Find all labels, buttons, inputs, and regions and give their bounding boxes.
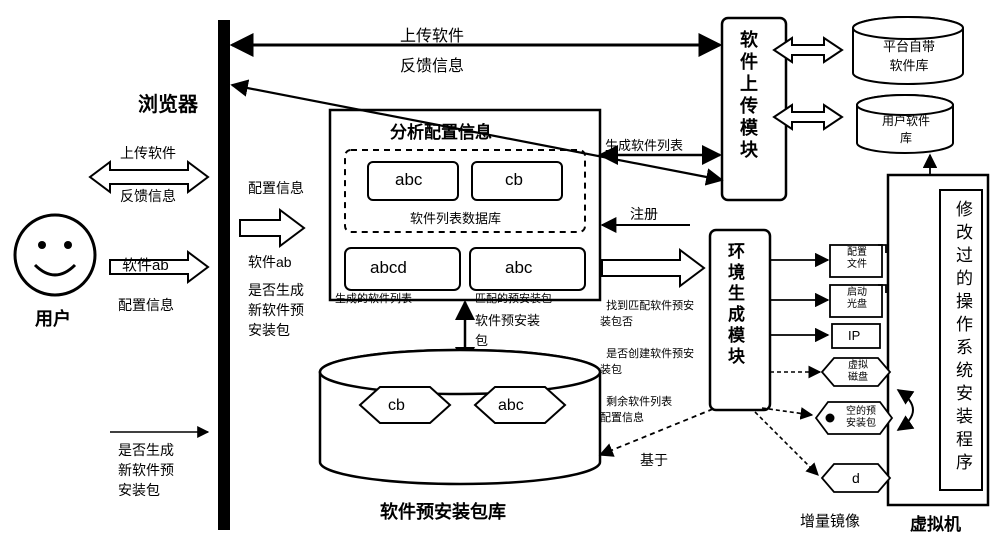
ana-nl: 生成的软件列表	[335, 290, 412, 306]
ana-b4: abc	[505, 258, 532, 278]
vm-cd: 启动 光盘	[836, 287, 878, 311]
ana-b1: abc	[395, 170, 422, 190]
ana-sub: 软件列表数据库	[410, 208, 501, 227]
vm-vd: 虚拟 磁盘	[838, 360, 878, 384]
mc1: 配置信息	[248, 178, 304, 198]
os-text: 修改过的操作系统安装程序	[950, 200, 975, 476]
vm: 虚拟机	[910, 510, 961, 535]
vm-ip: IP	[848, 328, 860, 343]
vm-ep: 空的预 安装包	[836, 406, 886, 430]
rnotes: 找到匹配软件预安装包否 是否创建软件预安装包 剩余软件列表配置信息	[600, 282, 694, 426]
mc3: 是否生成新软件预安装包	[248, 280, 304, 340]
vm-cfg: 配置 文件	[836, 247, 878, 271]
db1: 平台自带软件库	[876, 36, 942, 74]
base: 基于	[640, 450, 668, 470]
top2: 反馈信息	[400, 52, 464, 76]
genlist: 生成软件列表	[605, 135, 683, 154]
ana-title: 分析配置信息	[390, 118, 492, 143]
la1: 上传软件	[120, 143, 176, 163]
hex1: cb	[388, 397, 405, 415]
mid-arr1: 软件预安装	[475, 310, 540, 329]
top1: 上传软件	[400, 22, 464, 46]
hex2: abc	[498, 397, 524, 415]
user-label: 用户	[35, 305, 71, 331]
vm-d: d	[852, 470, 860, 486]
browser-label: 浏览器	[138, 88, 198, 117]
mid-arr2: 包	[475, 330, 488, 349]
inc: 增量镜像	[800, 510, 860, 531]
ana-b2: cb	[505, 170, 523, 190]
la2: 反馈信息	[120, 186, 176, 206]
repo-title: 软件预安装包库	[380, 498, 506, 524]
reg: 注册	[630, 204, 658, 224]
ana-nr: 匹配的预安装包	[475, 290, 552, 306]
la4: 配置信息	[118, 295, 174, 315]
ana-b3: abcd	[370, 258, 407, 278]
la3: 软件ab	[122, 254, 169, 275]
upload-mod: 软件上传模块	[735, 30, 761, 162]
env-mod: 环境生成模块	[722, 242, 747, 368]
mc2: 软件ab	[248, 252, 292, 272]
la5: 是否生成新软件预安装包	[118, 440, 174, 500]
db2: 用户软件库	[876, 112, 936, 146]
